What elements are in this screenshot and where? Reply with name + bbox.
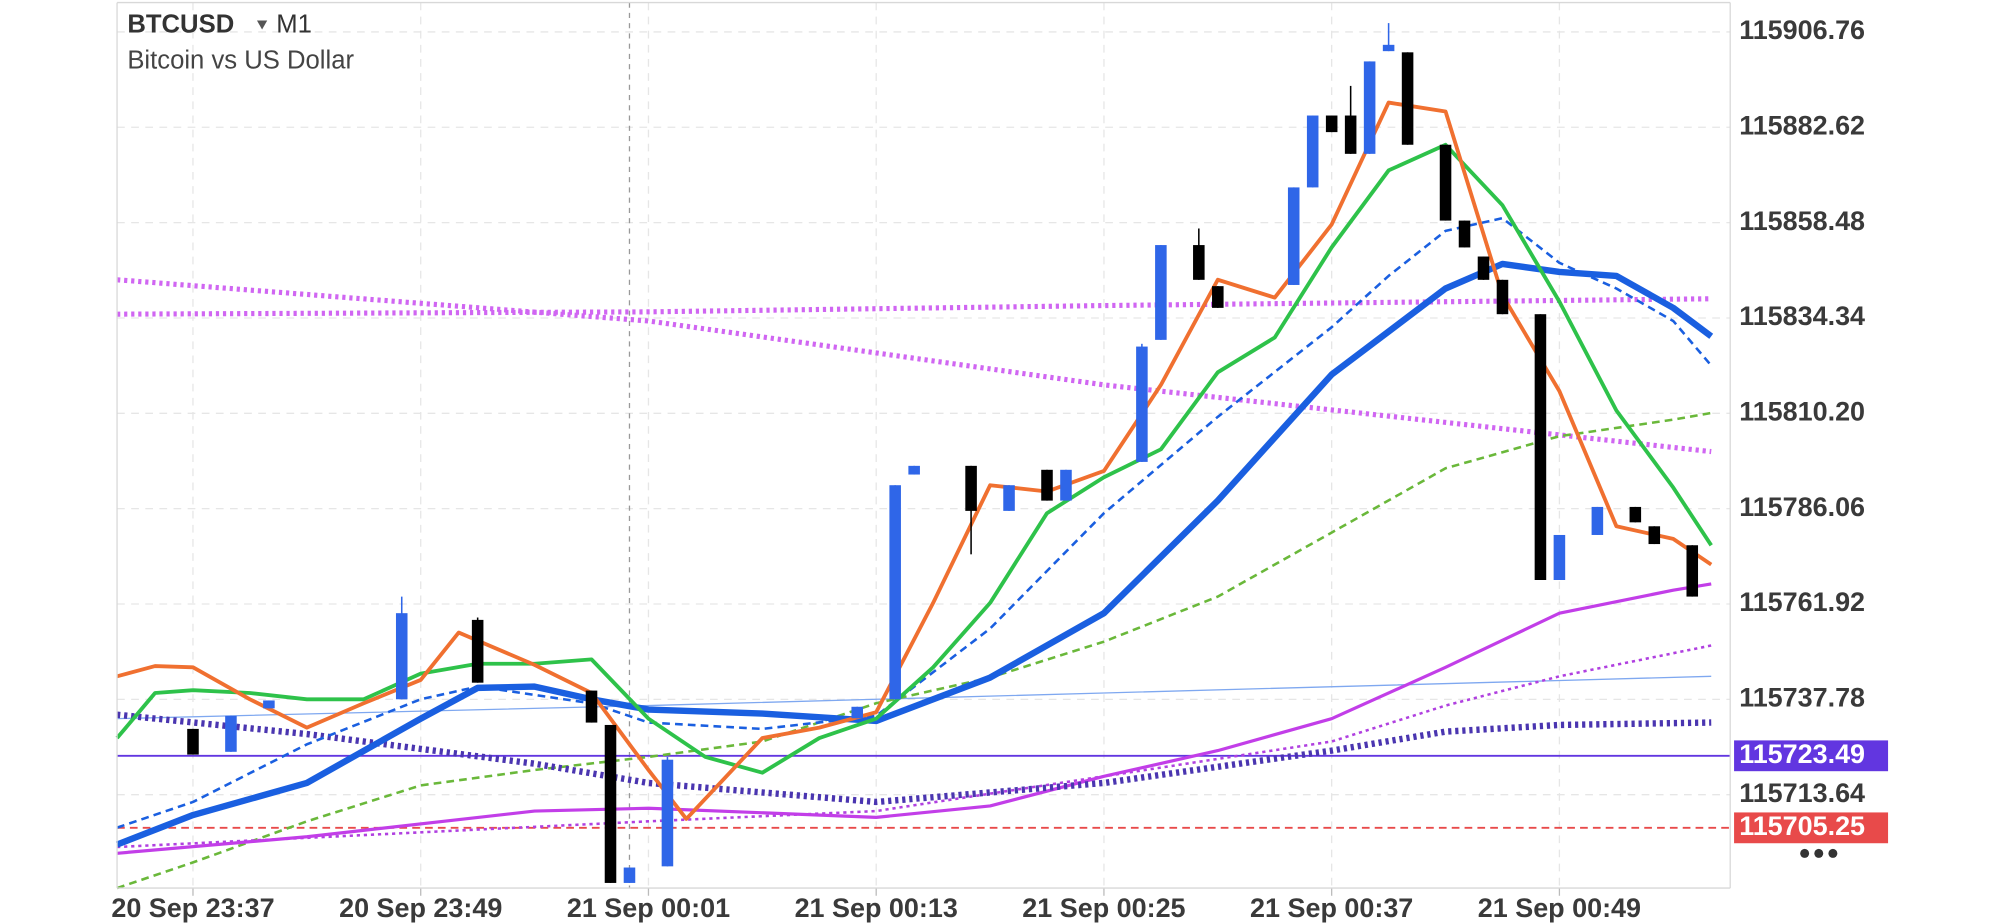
- candle-body: [1629, 506, 1642, 523]
- candle-body: [604, 724, 617, 883]
- candle-body: [1686, 545, 1699, 597]
- y-tick-label: 115882.62: [1739, 110, 1865, 140]
- candle-body: [1648, 526, 1661, 545]
- x-tick-label: 20 Sep 23:49: [339, 893, 502, 923]
- y-tick-label: 115737.78: [1739, 682, 1865, 712]
- candle-body: [851, 706, 863, 719]
- candle-body: [1363, 61, 1376, 154]
- x-tick-label: 21 Sep 00:01: [567, 893, 730, 923]
- candle-body: [1212, 286, 1224, 308]
- y-tick-label: 115906.76: [1739, 15, 1865, 45]
- indicator-line: [116, 100, 1713, 821]
- indicator-line: [116, 582, 1712, 855]
- candle-body: [1344, 115, 1357, 154]
- y-tick-label: 115713.64: [1739, 778, 1865, 808]
- indicator-line: [115, 260, 1714, 848]
- grid: [117, 2, 1731, 896]
- candle-body: [1003, 485, 1015, 511]
- candle-body: [1287, 187, 1300, 285]
- y-tick-label: 115810.20: [1739, 396, 1865, 426]
- candle-body: [661, 759, 674, 867]
- plot: [115, 23, 1714, 890]
- candle-body: [1155, 245, 1167, 340]
- candle-body: [1591, 506, 1604, 535]
- symbol[interactable]: BTCUSD: [127, 10, 234, 38]
- candle-body: [1534, 314, 1547, 580]
- price-label: 115705.25: [1739, 811, 1865, 841]
- x-tick-label: 20 Sep 23:37: [111, 893, 274, 923]
- candle-body: [1496, 279, 1509, 315]
- indicator-line: [116, 216, 1713, 829]
- subtitle: Bitcoin vs US Dollar: [127, 46, 354, 74]
- candle-body: [395, 613, 408, 700]
- candle-body: [225, 715, 237, 752]
- more-icon[interactable]: [1800, 848, 1838, 858]
- y-tick-label: 115858.48: [1739, 206, 1865, 236]
- indicator-line: [115, 142, 1713, 775]
- price-label-box: [1734, 740, 1889, 772]
- candle-body: [889, 485, 901, 700]
- candle-body: [1439, 144, 1452, 221]
- dropdown-icon[interactable]: [256, 20, 268, 30]
- candle-body: [1041, 469, 1053, 501]
- indicator-line: [116, 711, 1712, 806]
- candle-body: [1477, 256, 1490, 280]
- candle-body: [1458, 220, 1471, 248]
- price-label: 115723.49: [1739, 739, 1865, 769]
- indicator-line: [116, 411, 1712, 890]
- candle-body: [1193, 245, 1205, 280]
- y-tick-label: 115834.34: [1739, 301, 1865, 331]
- x-tick-label: 21 Sep 00:49: [1478, 893, 1641, 923]
- x-tick-label: 21 Sep 00:13: [795, 893, 958, 923]
- candle-body: [471, 619, 484, 683]
- price-label-box: [1734, 812, 1889, 844]
- x-tick-label: 21 Sep 00:37: [1250, 893, 1413, 923]
- candle-body: [187, 728, 199, 755]
- candle-body: [1553, 534, 1566, 580]
- candle-body: [1060, 469, 1072, 501]
- y-tick-label: 115786.06: [1739, 492, 1865, 522]
- candle-body: [1136, 346, 1148, 462]
- labels: 115906.76 115882.62 115858.48 115834.34 1158…: [111, 15, 1889, 923]
- timeframe[interactable]: M1: [276, 10, 312, 38]
- candle-body: [1325, 115, 1338, 133]
- candle-body: [585, 690, 598, 723]
- candle-body: [1382, 44, 1395, 52]
- candle-body: [623, 867, 636, 883]
- candle-body: [908, 465, 920, 475]
- x-tick-label: 21 Sep 00:25: [1022, 893, 1185, 923]
- candle-body: [1401, 52, 1414, 145]
- candle-body: [263, 700, 275, 709]
- candle-body: [965, 465, 977, 511]
- y-tick-label: 115761.92: [1739, 587, 1865, 617]
- indicator-line: [116, 277, 1712, 455]
- candle-body: [1306, 115, 1319, 188]
